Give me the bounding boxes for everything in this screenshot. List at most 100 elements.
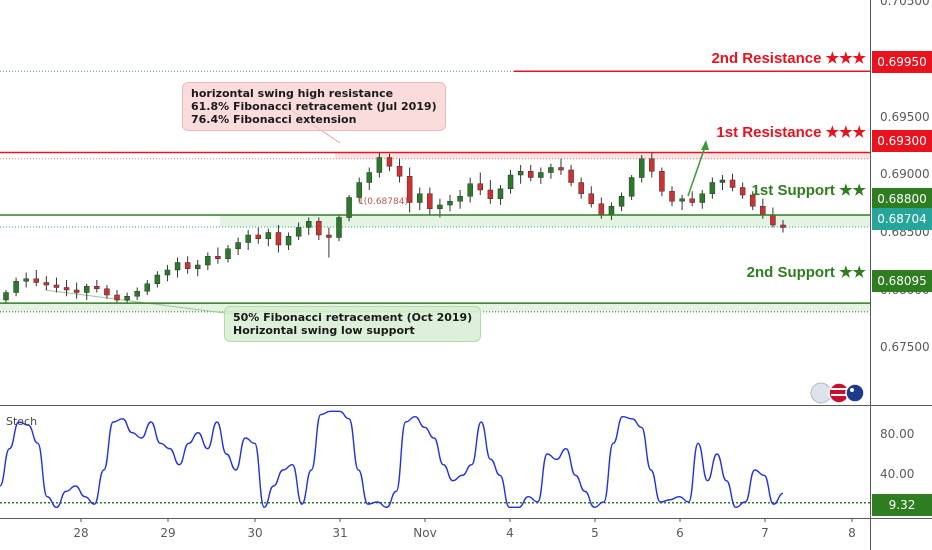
candle-body	[770, 214, 776, 226]
candle	[770, 207, 776, 228]
level-label-1st-resistance: 1st Resistance ★★★	[716, 124, 866, 141]
stoch-line	[0, 410, 784, 509]
candle-body	[719, 179, 726, 183]
time-tick-4: 4	[506, 526, 514, 540]
candle	[164, 265, 171, 282]
candle	[497, 185, 504, 205]
candle	[487, 180, 494, 204]
level-label-1st-support: 1st Support ★★	[751, 182, 866, 199]
time-tick-nov: Nov	[413, 526, 437, 540]
candle	[457, 190, 463, 209]
candle-body	[94, 286, 100, 289]
price-tick-0.695: 0.69500	[880, 110, 930, 124]
stoch-title: Stoch	[6, 415, 37, 428]
candle	[326, 227, 332, 258]
candle-body	[53, 284, 60, 288]
candle-body	[649, 158, 655, 172]
candle	[618, 192, 625, 212]
candle-body	[618, 196, 625, 207]
candle-body	[245, 234, 251, 243]
candle	[517, 165, 524, 184]
candle	[427, 187, 433, 215]
candle-body	[689, 198, 695, 203]
candle-body	[517, 171, 524, 176]
candle	[709, 177, 716, 199]
price-tick-0.675: 0.67500	[880, 340, 930, 354]
candle-body	[73, 289, 80, 293]
candle-body	[305, 221, 312, 228]
candle	[416, 187, 423, 210]
candle-body	[255, 234, 262, 239]
candle	[396, 158, 403, 183]
candle	[739, 182, 746, 199]
candle	[53, 277, 60, 293]
candle	[134, 287, 140, 300]
candle-body	[346, 197, 352, 218]
candle-body	[154, 274, 161, 284]
stoch-tick-80: 80.00	[880, 427, 915, 441]
candle	[285, 232, 292, 250]
candle	[366, 167, 373, 190]
au-flag-star	[850, 388, 854, 392]
counter-badge-icon	[810, 382, 832, 404]
candle	[538, 167, 544, 184]
stoch-tick-40: 40.00	[880, 467, 915, 481]
candle	[215, 247, 221, 264]
candle-body	[23, 278, 29, 282]
candle	[628, 175, 635, 200]
arrow-head-icon	[701, 140, 709, 150]
stochastic-panel	[0, 410, 870, 509]
candle	[507, 170, 514, 194]
candle	[3, 290, 9, 304]
candle-body	[265, 232, 272, 239]
tag-2nd-support: 0.68095	[872, 270, 932, 292]
candle	[669, 186, 675, 207]
candle	[749, 191, 756, 210]
candle	[305, 217, 312, 235]
candle	[659, 167, 665, 197]
tag-stoch-current: 9.32	[872, 494, 932, 516]
candle-body	[447, 201, 453, 206]
candle-body	[3, 292, 9, 301]
level-label-2nd-support: 2nd Support ★★	[746, 264, 866, 281]
candle	[23, 272, 29, 288]
candle-body	[376, 157, 383, 173]
candle	[699, 190, 706, 209]
candle-body	[427, 193, 433, 209]
candle-body	[497, 188, 504, 199]
candle-body	[457, 196, 463, 202]
time-tick-31: 31	[332, 526, 348, 540]
candle	[386, 153, 393, 172]
candle	[174, 257, 181, 278]
time-tick-7: 7	[761, 526, 769, 540]
candle	[719, 175, 726, 190]
au-flag-icon	[845, 383, 865, 403]
candle-body	[144, 283, 151, 292]
candle	[83, 283, 90, 300]
candle-body	[780, 224, 786, 228]
time-tick-8: 8	[848, 526, 856, 540]
support-note-1: 50% Fibonacci retracement (Oct 2019)	[233, 311, 473, 324]
resistance-note-1: horizontal swing high resistance	[191, 87, 394, 100]
level-label-2nd-resistance: 2nd Resistance ★★★	[711, 50, 866, 67]
candle	[194, 260, 201, 277]
candle	[679, 195, 685, 210]
candle-body	[507, 174, 514, 189]
candle	[63, 280, 70, 297]
resistance-band	[335, 152, 870, 159]
candle	[548, 163, 554, 179]
candle	[154, 271, 161, 288]
candle-body	[194, 264, 201, 269]
candle	[316, 217, 322, 240]
currency-flags-icon[interactable]	[807, 381, 865, 405]
candle	[638, 155, 645, 183]
candle-body	[699, 193, 706, 203]
candlesticks	[3, 152, 786, 304]
candle	[245, 230, 251, 250]
candle	[649, 152, 655, 178]
bounce-arrow	[687, 143, 707, 197]
fib-label: 1(0.68784)	[358, 197, 408, 207]
candle-body	[669, 191, 675, 202]
candle-body	[527, 171, 534, 178]
